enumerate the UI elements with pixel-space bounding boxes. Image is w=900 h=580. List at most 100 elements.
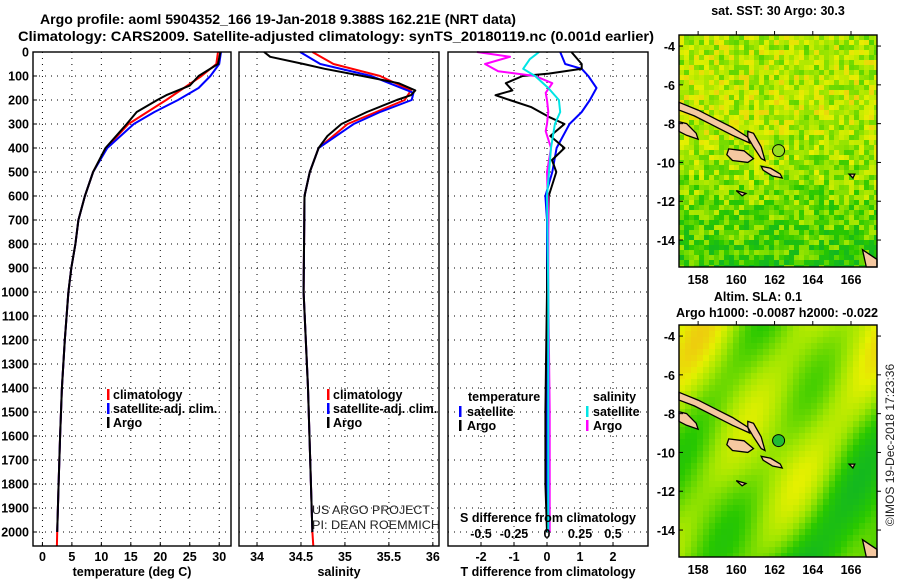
legend-swatch	[327, 417, 330, 428]
legend-swatch	[327, 389, 330, 400]
island-landmass	[760, 165, 784, 179]
y-tick-label: 1600	[1, 430, 29, 444]
y-tick-label: 200	[8, 94, 29, 108]
lon-tick-label: 158	[688, 273, 709, 287]
lat-tick-label: -12	[657, 485, 675, 499]
s-tick-label: 0.25	[568, 527, 592, 541]
lon-tick-label: 160	[726, 563, 747, 577]
lat-tick-label: -8	[664, 408, 675, 422]
argo-float-marker	[772, 434, 786, 448]
lon-tick-label: 166	[841, 273, 862, 287]
island-landmass	[735, 479, 748, 487]
s-axis-label: S difference from climatology	[460, 511, 636, 525]
series-line-climatology	[302, 51, 412, 547]
lat-tick-label: -4	[664, 330, 675, 344]
map-sst_map: -4 -6 -8 -10 -12 -14 158 160 162 164 166 sat. SST: …	[657, 4, 881, 287]
island-landmass	[760, 455, 784, 469]
series-line-argo	[56, 51, 222, 533]
lon-tick-label: 158	[688, 563, 709, 577]
map-frame	[678, 324, 878, 558]
legend-label: satellite	[593, 405, 640, 419]
lon-tick-label: 162	[764, 563, 785, 577]
x-tick-label: 36	[426, 550, 440, 564]
lat-tick-label: -12	[657, 195, 675, 209]
x-tick-label: -1	[508, 550, 519, 564]
legend-label: satellite	[467, 405, 514, 419]
lon-tick-label: 164	[802, 273, 823, 287]
x-tick-label: 0	[39, 550, 46, 564]
legend-label: Argo	[593, 419, 623, 433]
x-axis-label: temperature (deg C)	[73, 565, 192, 579]
island-landmass	[847, 173, 856, 180]
x-tick-label: 25	[183, 550, 197, 564]
title-line-1: Argo profile: aoml 5904352_166 19-Jan-20…	[40, 11, 516, 27]
legend-label: Argo	[333, 416, 363, 430]
credit-pi: PI: DEAN ROEMMICH	[312, 518, 440, 532]
island-landmass	[726, 148, 755, 164]
lat-tick-label: -6	[664, 369, 675, 383]
island-landmass	[678, 391, 751, 435]
x-axis-label: T difference from climatology	[460, 565, 635, 579]
island-landmass	[735, 189, 748, 197]
legend-label: climatology	[113, 388, 183, 402]
x-tick-label: 34	[250, 550, 264, 564]
series-line-t-satellite	[544, 51, 598, 532]
legend-title-temperature: temperature	[468, 390, 540, 404]
y-tick-label: 0	[22, 46, 29, 60]
island-landmass	[678, 101, 751, 145]
y-tick-label: 500	[8, 166, 29, 180]
y-tick-label: 400	[8, 142, 29, 156]
legend-label: satellite-adj. clim.	[113, 402, 217, 416]
y-tick-label: 1200	[1, 334, 29, 348]
map-sla_map: -4 -6 -8 -10 -12 -14 158 160 162 164 166 Altim. SLA…	[657, 290, 881, 577]
y-tick-label: 1000	[1, 286, 29, 300]
map-title: sat. SST: 30 Argo: 30.3	[711, 4, 845, 18]
y-tick-label: 1800	[1, 478, 29, 492]
argo-float-marker	[772, 144, 786, 158]
credit-project: US ARGO PROJECT	[312, 503, 431, 517]
legend-label: satellite-adj. clim.	[333, 402, 437, 416]
y-tick-label: 1900	[1, 502, 29, 516]
map-color-field	[679, 35, 877, 267]
s-tick-label: -0.5	[470, 527, 492, 541]
x-tick-label: 30	[212, 550, 226, 564]
lon-tick-label: 162	[764, 273, 785, 287]
lon-tick-label: 164	[802, 563, 823, 577]
legend-title-salinity: salinity	[593, 390, 636, 404]
legend-swatch	[459, 420, 462, 431]
x-tick-label: 20	[153, 550, 167, 564]
legend-label: climatology	[333, 388, 403, 402]
map-frame	[678, 34, 878, 268]
legend-swatch	[459, 406, 462, 417]
legend-label: Argo	[113, 416, 143, 430]
panel-temperature: 0 5 10 15 20 25 30 temperature (deg C) 0 100 200 30…	[1, 46, 232, 579]
y-tick-label: 600	[8, 190, 29, 204]
x-axis-label: salinity	[317, 565, 360, 579]
y-tick-label: 900	[8, 262, 29, 276]
map-color-field	[679, 325, 877, 557]
s-tick-label: -0.25	[500, 527, 529, 541]
lat-tick-label: -8	[664, 118, 675, 132]
maps: -4 -6 -8 -10 -12 -14 158 160 162 164 166 sat. SST: …	[657, 4, 881, 577]
legend-swatch	[107, 403, 110, 414]
lon-tick-label: 160	[726, 273, 747, 287]
series-line-climatology	[55, 51, 219, 547]
y-tick-label: 100	[8, 70, 29, 84]
y-tick-label: 1400	[1, 382, 29, 396]
legend-swatch	[107, 417, 110, 428]
x-tick-label: 15	[124, 550, 138, 564]
legend-swatch	[586, 406, 589, 417]
legend-label: Argo	[467, 419, 497, 433]
lat-tick-label: -4	[664, 40, 675, 54]
lat-tick-label: -10	[657, 446, 675, 460]
x-tick-label: 2	[610, 550, 617, 564]
x-tick-label: 10	[94, 550, 108, 564]
island-landmass	[747, 130, 767, 162]
y-tick-label: 1500	[1, 406, 29, 420]
s-tick-label: 0	[544, 527, 551, 541]
y-tick-label: 700	[8, 214, 29, 228]
axes-frame	[447, 51, 649, 547]
s-tick-label: 0.5	[604, 527, 621, 541]
lat-tick-label: -14	[657, 234, 675, 248]
